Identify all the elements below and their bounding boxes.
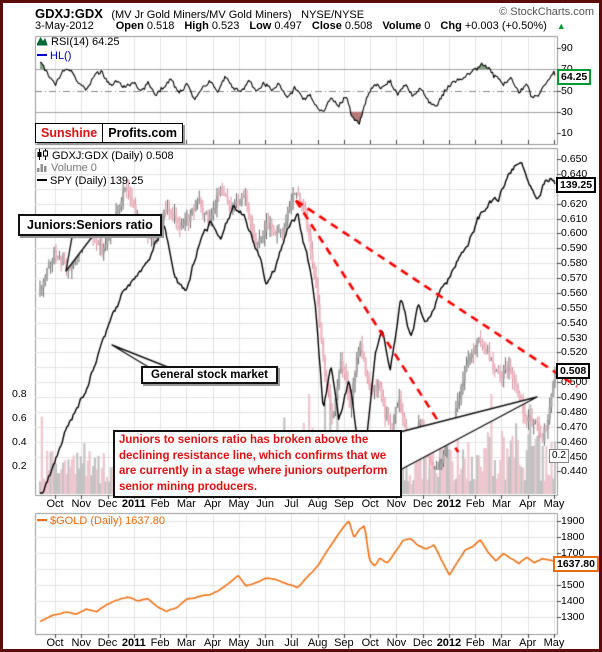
main-price-legend: GDXJ:GDX (Daily) 0.508 <box>37 149 174 163</box>
gold-value-badge: 1637.80 <box>553 556 599 572</box>
volume-legend-label: Volume 0 <box>51 162 97 174</box>
general-stock-market-callout: General stock market <box>141 366 278 384</box>
main-price-legend-label: GDXJ:GDX (Daily) 0.508 <box>52 150 174 162</box>
gold-legend-label: $GOLD (Daily) 1637.80 <box>50 515 165 527</box>
hl-legend-label: HL() <box>50 50 72 62</box>
quote-field-high: High 0.523 <box>184 20 240 32</box>
volume-bars-icon <box>37 162 48 175</box>
analysis-note: Juniors to seniors ratio has broken abov… <box>113 430 402 498</box>
chart-header: GDXJ:GDX (MV Jr Gold Miners/MV Gold Mine… <box>35 5 364 23</box>
quote-line: 3-May-2012 Open 0.518 High 0.523 Low 0.497 Clos… <box>35 20 566 32</box>
gold-legend: $GOLD (Daily) 1637.80 <box>37 515 165 527</box>
quote-field-low: Low 0.497 <box>249 20 302 32</box>
spy-legend-label: SPY (Daily) 139.25 <box>50 175 144 187</box>
ticker-name: (MV Jr Gold Miners/MV Gold Miners) <box>111 9 292 21</box>
quote-field-chg: Chg +0.003 (+0.50%) <box>440 20 547 32</box>
price-value-badge: 0.508 <box>556 363 591 379</box>
watermark-suffix: Profits.com <box>108 126 178 140</box>
quote-field-open: Open 0.518 <box>115 20 175 32</box>
quote-fields: Open 0.518 High 0.523 Low 0.497 Close 0.508 Volu… <box>116 20 557 32</box>
hl-line-icon <box>37 54 47 56</box>
volume-value-badge: 0.2 <box>549 449 569 463</box>
spy-legend: SPY (Daily) 139.25 <box>37 175 143 187</box>
juniors-seniors-callout: Juniors:Seniors ratio <box>18 214 162 236</box>
rsi-legend-label: RSI(14) 64.25 <box>51 36 120 48</box>
spy-value-badge: 139.25 <box>556 177 597 193</box>
candlestick-icon <box>37 149 49 163</box>
quote-field-volume: Volume 0 <box>382 20 431 32</box>
change-up-arrow-icon: ▲ <box>556 21 566 31</box>
rsi-legend: RSI(14) 64.25 <box>36 36 120 49</box>
spy-line-icon <box>37 179 47 181</box>
quote-field-close: Close 0.508 <box>311 20 373 32</box>
ticker-symbol: GDXJ:GDX <box>35 6 103 21</box>
hl-overlay-legend: HL() <box>37 50 71 62</box>
watermark-brand: Sunshine <box>36 124 104 142</box>
quote-date: 3-May-2012 <box>35 20 94 32</box>
rsi-indicator-icon <box>36 36 48 49</box>
stockcharts-credit: © StockCharts.com <box>499 6 594 18</box>
rsi-value-badge: 64.25 <box>557 69 592 85</box>
ticker-exchange: NYSE/NYSE <box>301 9 365 21</box>
volume-legend: Volume 0 <box>37 162 97 175</box>
gold-line-icon <box>37 519 47 521</box>
sunshine-profits-watermark: Sunshine Profits.com <box>35 123 184 143</box>
